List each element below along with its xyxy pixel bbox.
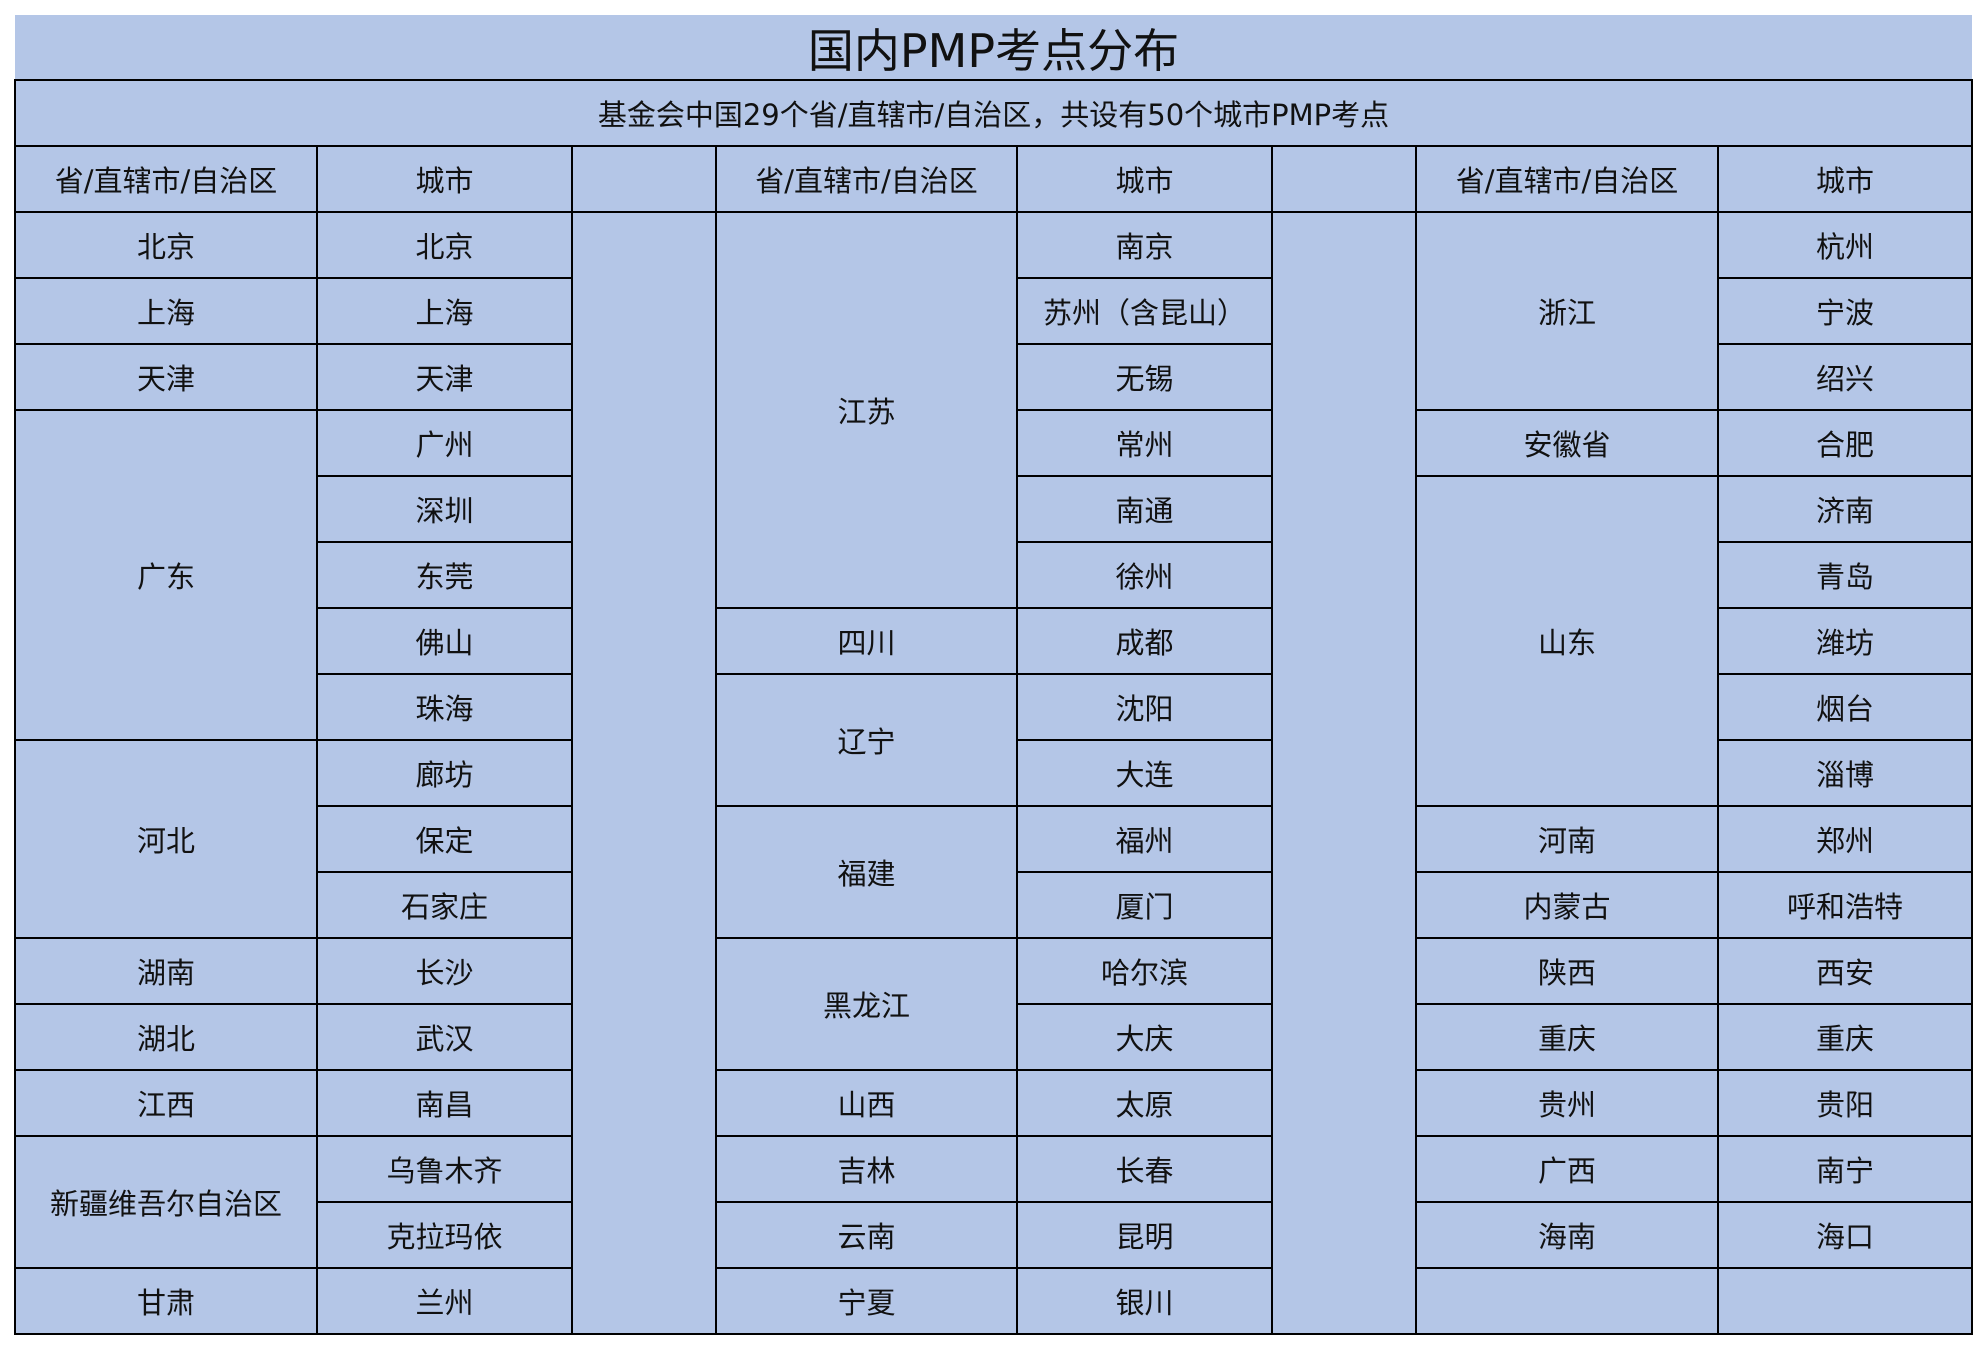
province-cell: 安徽省	[1415, 409, 1719, 477]
city-cell: 克拉玛依	[316, 1201, 573, 1269]
province-cell: 浙江	[1415, 211, 1719, 411]
province-cell: 湖南	[14, 937, 318, 1005]
header-city: 城市	[1016, 145, 1273, 213]
province-cell: 山东	[1415, 475, 1719, 807]
city-cell: 银川	[1016, 1267, 1273, 1335]
city-cell: 太原	[1016, 1069, 1273, 1137]
spacer-column	[571, 211, 717, 1335]
city-cell: 淄博	[1717, 739, 1973, 807]
city-cell: 潍坊	[1717, 607, 1973, 675]
city-cell: 徐州	[1016, 541, 1273, 609]
province-cell: 云南	[715, 1201, 1018, 1269]
province-cell: 宁夏	[715, 1267, 1018, 1335]
city-cell: 无锡	[1016, 343, 1273, 411]
city-cell: 郑州	[1717, 805, 1973, 873]
province-cell: 河北	[14, 739, 318, 939]
city-cell: 呼和浩特	[1717, 871, 1973, 939]
city-cell: 上海	[316, 277, 573, 345]
city-cell: 贵阳	[1717, 1069, 1973, 1137]
city-cell: 保定	[316, 805, 573, 873]
header-province: 省/直辖市/自治区	[715, 145, 1018, 213]
province-cell: 贵州	[1415, 1069, 1719, 1137]
province-cell: 陕西	[1415, 937, 1719, 1005]
province-cell: 海南	[1415, 1201, 1719, 1269]
city-cell: 佛山	[316, 607, 573, 675]
city-cell: 合肥	[1717, 409, 1973, 477]
province-cell: 湖北	[14, 1003, 318, 1071]
province-cell: 天津	[14, 343, 318, 411]
province-cell: 广东	[14, 409, 318, 741]
city-cell: 大连	[1016, 739, 1273, 807]
city-cell: 沈阳	[1016, 673, 1273, 741]
header-city: 城市	[1717, 145, 1973, 213]
city-cell: 兰州	[316, 1267, 573, 1335]
city-cell: 北京	[316, 211, 573, 279]
city-cell: 烟台	[1717, 673, 1973, 741]
city-cell: 天津	[316, 343, 573, 411]
province-cell: 新疆维吾尔自治区	[14, 1135, 318, 1269]
city-cell: 海口	[1717, 1201, 1973, 1269]
city-cell: 广州	[316, 409, 573, 477]
subtitle: 基金会中国29个省/直辖市/自治区，共设有50个城市PMP考点	[14, 79, 1973, 147]
header-province: 省/直辖市/自治区	[1415, 145, 1719, 213]
spacer-column	[1271, 211, 1417, 1335]
city-cell: 常州	[1016, 409, 1273, 477]
city-cell: 武汉	[316, 1003, 573, 1071]
city-cell: 济南	[1717, 475, 1973, 543]
city-cell: 长春	[1016, 1135, 1273, 1203]
city-cell: 南宁	[1717, 1135, 1973, 1203]
city-cell: 成都	[1016, 607, 1273, 675]
city-cell: 绍兴	[1717, 343, 1973, 411]
city-cell: 东莞	[316, 541, 573, 609]
city-cell: 重庆	[1717, 1003, 1973, 1071]
province-cell: 河南	[1415, 805, 1719, 873]
city-cell: 大庆	[1016, 1003, 1273, 1071]
header-spacer	[571, 145, 717, 213]
province-cell: 黑龙江	[715, 937, 1018, 1071]
city-cell: 福州	[1016, 805, 1273, 873]
page-title: 国内PMP考点分布	[15, 15, 1972, 81]
city-cell: 西安	[1717, 937, 1973, 1005]
province-cell: 四川	[715, 607, 1018, 675]
province-cell: 吉林	[715, 1135, 1018, 1203]
city-cell	[1717, 1267, 1973, 1335]
province-cell: 北京	[14, 211, 318, 279]
province-cell: 广西	[1415, 1135, 1719, 1203]
province-cell: 内蒙古	[1415, 871, 1719, 939]
header-province: 省/直辖市/自治区	[14, 145, 318, 213]
city-cell: 长沙	[316, 937, 573, 1005]
city-cell: 宁波	[1717, 277, 1973, 345]
province-cell: 辽宁	[715, 673, 1018, 807]
province-cell: 福建	[715, 805, 1018, 939]
header-city: 城市	[316, 145, 573, 213]
province-cell: 重庆	[1415, 1003, 1719, 1071]
city-cell: 深圳	[316, 475, 573, 543]
province-cell: 山西	[715, 1069, 1018, 1137]
province-cell: 上海	[14, 277, 318, 345]
header-spacer	[1271, 145, 1417, 213]
city-cell: 杭州	[1717, 211, 1973, 279]
city-cell: 青岛	[1717, 541, 1973, 609]
city-cell: 厦门	[1016, 871, 1273, 939]
province-cell: 江苏	[715, 211, 1018, 609]
city-cell: 南昌	[316, 1069, 573, 1137]
city-cell: 石家庄	[316, 871, 573, 939]
province-cell: 甘肃	[14, 1267, 318, 1335]
city-cell: 昆明	[1016, 1201, 1273, 1269]
province-cell: 江西	[14, 1069, 318, 1137]
city-cell: 南通	[1016, 475, 1273, 543]
city-cell: 廊坊	[316, 739, 573, 807]
city-cell: 哈尔滨	[1016, 937, 1273, 1005]
city-cell: 珠海	[316, 673, 573, 741]
province-cell	[1415, 1267, 1719, 1335]
city-cell: 南京	[1016, 211, 1273, 279]
city-cell: 乌鲁木齐	[316, 1135, 573, 1203]
city-cell: 苏州（含昆山）	[1016, 277, 1273, 345]
